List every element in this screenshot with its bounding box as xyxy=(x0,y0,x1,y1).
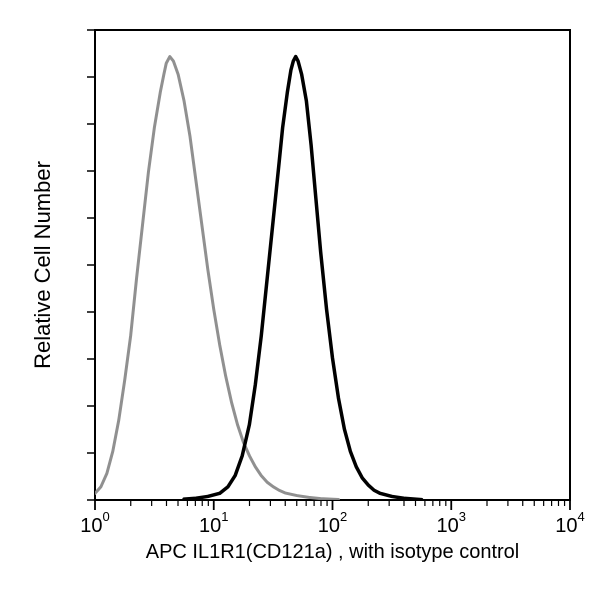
x-axis-label: APC IL1R1(CD121a) , with isotype control xyxy=(146,541,520,563)
y-axis-label: Relative Cell Number xyxy=(30,161,55,369)
chart-svg: Relative Cell Number100101102103104APC I… xyxy=(0,0,600,597)
flow-cytometry-histogram: Relative Cell Number100101102103104APC I… xyxy=(0,0,600,597)
